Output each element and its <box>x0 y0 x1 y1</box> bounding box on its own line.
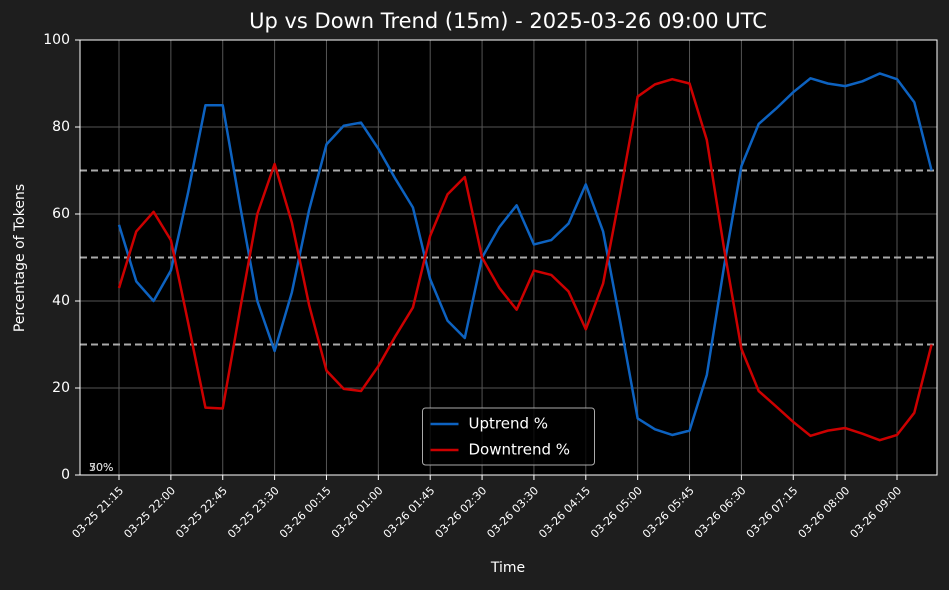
legend-label: Uptrend % <box>469 415 549 433</box>
legend-label: Downtrend % <box>469 441 571 459</box>
plot-frame <box>79 39 938 476</box>
reference-label: 50% <box>89 461 113 474</box>
y-tick-label: 20 <box>52 380 70 396</box>
reference-label: 70% <box>89 461 113 474</box>
y-tick-label: 40 <box>52 293 70 309</box>
x-axis-label: Time <box>490 560 525 576</box>
chart-title: Up vs Down Trend (15m) - 2025-03-26 09:0… <box>249 9 767 33</box>
reference-label: 30% <box>89 461 113 474</box>
y-axis-label: Percentage of Tokens <box>12 184 28 332</box>
legend-box <box>422 407 595 466</box>
series-line <box>117 77 933 442</box>
y-tick-label: 100 <box>43 32 70 48</box>
y-tick-label: 0 <box>61 467 70 483</box>
series-line <box>117 72 933 437</box>
y-tick-label: 80 <box>52 119 70 135</box>
y-tick-label: 60 <box>52 206 70 222</box>
